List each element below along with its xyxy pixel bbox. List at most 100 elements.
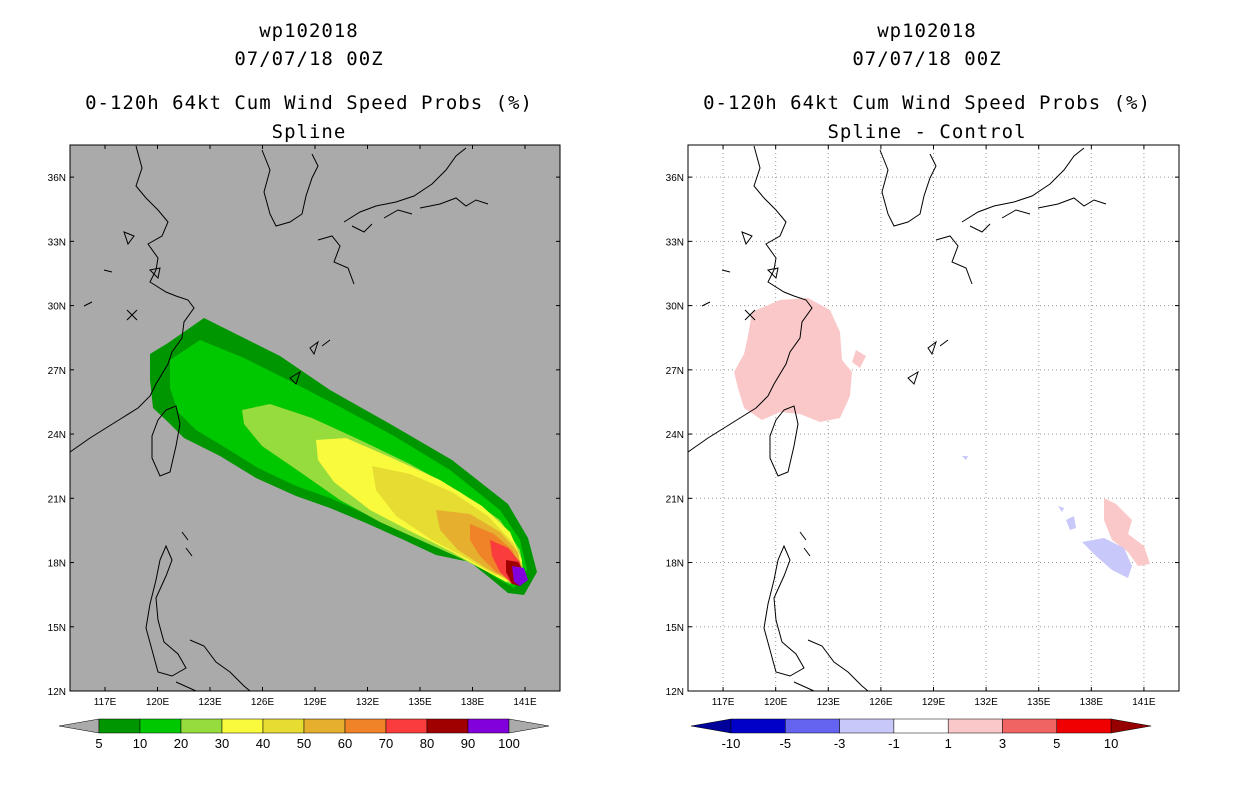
right-colorbar-label-5: 3 xyxy=(999,736,1006,751)
right-coastline-xmark xyxy=(744,309,756,321)
right-positive-diff-region xyxy=(734,298,852,422)
right-difference-contours xyxy=(734,298,1150,578)
right-title-method: Spline - Control xyxy=(827,121,1027,143)
left-lat-label-33N: 33N xyxy=(48,237,66,248)
left-coastline-xmark xyxy=(126,309,138,321)
left-axis-ticks: 117E 120E 123E 126E 129E 132E 135E 138E 141E 12N 1… xyxy=(48,145,560,708)
left-lat-label-21N: 21N xyxy=(48,494,66,505)
right-lon-label-132E: 132E xyxy=(974,697,998,708)
left-colorbar: 5 10 20 30 40 50 60 70 80 90 100 xyxy=(58,718,550,751)
right-colorbar-label-3: -1 xyxy=(888,736,900,751)
left-colorbar-label-6: 60 xyxy=(338,736,352,751)
right-lon-label-117E: 117E xyxy=(712,697,735,708)
left-lon-label-132E: 132E xyxy=(356,697,380,708)
left-lon-label-126E: 126E xyxy=(251,697,275,708)
right-colorbar-bin-4 xyxy=(947,718,1003,734)
left-lat-label-12N: 12N xyxy=(48,687,66,698)
left-colorbar-label-0: 5 xyxy=(95,736,102,751)
left-title-method: Spline xyxy=(271,121,347,143)
left-lat-label-30N: 30N xyxy=(48,302,66,313)
right-coastline-japan xyxy=(935,147,1107,285)
left-colorbar-label-7: 70 xyxy=(379,736,393,751)
right-title-product: 0-120h 64kt Cum Wind Speed Probs (%) xyxy=(703,92,1151,114)
left-lon-label-120E: 120E xyxy=(146,697,170,708)
left-title-date: 07/07/18 00Z xyxy=(234,48,384,70)
right-colorbar-bin-3 xyxy=(893,718,949,734)
left-colorbar-high-arrow xyxy=(508,718,550,734)
left-probability-contours xyxy=(150,318,537,595)
left-colorbar-label-9: 90 xyxy=(461,736,475,751)
right-coastline-china xyxy=(687,145,813,453)
left-title-storm-id: wp102018 xyxy=(259,20,359,42)
right-lat-label-27N: 27N xyxy=(666,366,684,377)
right-lon-label-126E: 126E xyxy=(869,697,893,708)
right-lat-label-36N: 36N xyxy=(666,173,684,184)
left-colorbar-label-8: 80 xyxy=(420,736,434,751)
right-coastline-philippines xyxy=(763,544,869,692)
right-colorbar-label-1: -5 xyxy=(780,736,792,751)
right-colorbar-label-7: 10 xyxy=(1104,736,1118,751)
left-panel: wp102018 07/07/18 00Z 0-120h 64kt Cum Wi… xyxy=(85,20,533,143)
right-lon-label-129E: 129E xyxy=(922,697,946,708)
left-chart: 117E 120E 123E 126E 129E 132E 135E 138E 141E 12N 1… xyxy=(48,144,561,751)
left-colorbar-label-1: 10 xyxy=(133,736,147,751)
left-lat-label-27N: 27N xyxy=(48,366,66,377)
left-colorbar-label-2: 20 xyxy=(174,736,188,751)
right-colorbar-label-6: 5 xyxy=(1053,736,1060,751)
right-colorbar: -10 -5 -3 -1 1 3 5 10 xyxy=(690,718,1152,751)
left-colorbar-label-3: 30 xyxy=(215,736,229,751)
right-panel: wp102018 07/07/18 00Z 0-120h 64kt Cum Wi… xyxy=(618,0,1236,800)
right-lat-label-12N: 12N xyxy=(666,687,684,698)
left-coastline-islands xyxy=(83,231,331,557)
right-coastline-islands xyxy=(701,231,949,557)
right-negative-diff-blob-2 xyxy=(962,456,1076,530)
left-coastline-taiwan xyxy=(151,405,181,477)
left-lon-label-129E: 129E xyxy=(303,697,327,708)
right-coastlines xyxy=(687,145,1107,692)
right-lat-label-30N: 30N xyxy=(666,302,684,313)
left-coastline-philippines xyxy=(145,544,251,692)
right-lat-label-33N: 33N xyxy=(666,237,684,248)
left-lat-label-24N: 24N xyxy=(48,430,66,441)
right-lat-label-18N: 18N xyxy=(666,559,684,570)
right-positive-diff-blob-2 xyxy=(852,350,866,368)
left-colorbar-label-4: 40 xyxy=(256,736,270,751)
left-lon-label-141E: 141E xyxy=(513,697,537,708)
right-lon-label-141E: 141E xyxy=(1132,697,1156,708)
right-colorbar-bin-1 xyxy=(785,718,840,734)
right-coastline-korea xyxy=(879,149,937,227)
right-lon-label-120E: 120E xyxy=(764,697,788,708)
right-colorbar-bin-5 xyxy=(1002,718,1058,734)
left-lat-label-36N: 36N xyxy=(48,173,66,184)
left-lon-label-123E: 123E xyxy=(198,697,222,708)
right-positive-diff-blob-3 xyxy=(1104,498,1150,566)
right-colorbar-bin-0 xyxy=(730,718,786,734)
right-colorbar-low-arrow xyxy=(690,718,732,734)
right-negative-diff-region xyxy=(1082,538,1132,578)
right-title-storm-id: wp102018 xyxy=(877,20,977,42)
left-coastline-china xyxy=(69,145,195,453)
right-title-date: 07/07/18 00Z xyxy=(852,48,1002,70)
left-lon-label-117E: 117E xyxy=(94,697,117,708)
right-lat-label-15N: 15N xyxy=(666,623,684,634)
right-colorbar-bin-2 xyxy=(839,718,895,734)
left-title-product: 0-120h 64kt Cum Wind Speed Probs (%) xyxy=(85,92,533,114)
right-colorbar-bin-6 xyxy=(1056,718,1112,734)
right-lon-label-138E: 138E xyxy=(1080,697,1104,708)
right-axis-ticks: 117E 120E 123E 126E 129E 132E 135E 138E 141E 12N 1… xyxy=(666,145,1179,708)
left-lon-label-135E: 135E xyxy=(408,697,432,708)
left-coastline-korea xyxy=(261,149,319,227)
left-lon-label-138E: 138E xyxy=(461,697,485,708)
right-lat-label-24N: 24N xyxy=(666,430,684,441)
left-colorbar-label-10: 100 xyxy=(498,736,520,751)
left-colorbar-label-5: 50 xyxy=(297,736,311,751)
right-colorbar-label-4: 1 xyxy=(945,736,952,751)
left-lat-label-18N: 18N xyxy=(48,559,66,570)
right-lon-label-123E: 123E xyxy=(817,697,841,708)
right-coastline-taiwan xyxy=(769,405,799,477)
right-lat-label-21N: 21N xyxy=(666,494,684,505)
left-coastlines xyxy=(69,145,489,692)
right-colorbar-label-2: -3 xyxy=(834,736,846,751)
right-lon-label-135E: 135E xyxy=(1027,697,1051,708)
